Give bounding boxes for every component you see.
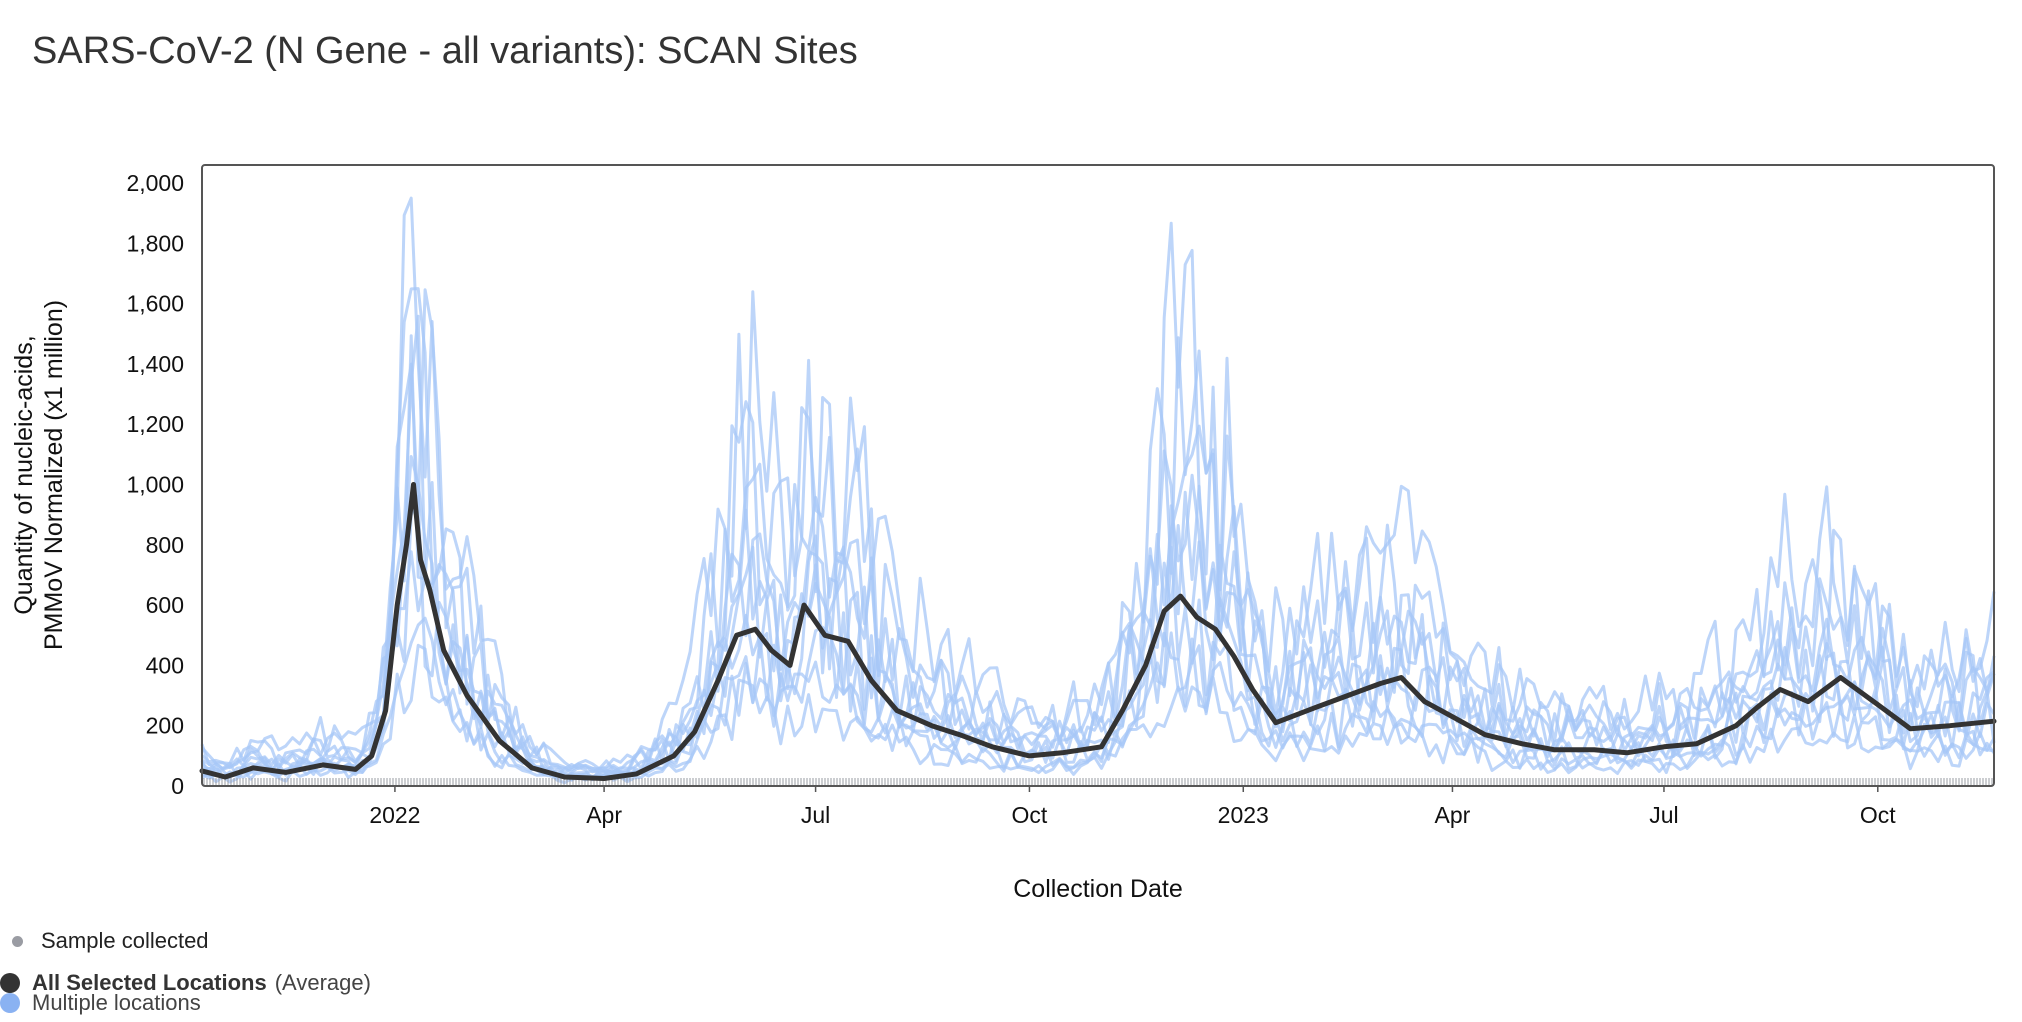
- legend-average-label: All Selected Locations: [32, 970, 267, 995]
- site-line: [200, 314, 1996, 778]
- multiple-dot-icon: [0, 993, 20, 1013]
- x-axis-title: Collection Date: [1013, 875, 1183, 903]
- x-tick-label: Jul: [1649, 802, 1678, 828]
- x-tick-label: Apr: [1435, 802, 1471, 828]
- average-dot-icon: [0, 973, 20, 993]
- y-axis: 0 200 400 600 800 1,000 1,200 1,400 1,600 1,800 2,…: [126, 170, 184, 799]
- x-tick-label: Oct: [1860, 802, 1896, 828]
- y-tick-label: 200: [146, 713, 184, 739]
- average-line-group: [199, 482, 1997, 781]
- site-line: [200, 196, 1996, 771]
- y-tick-label: 1,800: [126, 230, 184, 256]
- legend-item-multiple[interactable]: Multiple locations: [0, 990, 201, 1016]
- y-axis-title-line-2: PMMoV Normalized (x1 million): [40, 300, 68, 650]
- y-tick-label: 0: [171, 773, 184, 799]
- y-tick-label: 1,600: [126, 291, 184, 317]
- y-tick-label: 1,400: [126, 351, 184, 377]
- x-tick-label: 2022: [369, 802, 420, 828]
- sample-dot-icon: [12, 935, 23, 947]
- x-axis: 2022 Apr Jul Oct 2023 Apr Jul Oct: [369, 786, 1896, 828]
- x-tick-label: Jul: [801, 802, 830, 828]
- x-tick-label: Oct: [1012, 802, 1048, 828]
- legend-item-average[interactable]: All Selected Locations (Average): [0, 970, 371, 996]
- x-tick-label: Apr: [586, 802, 622, 828]
- x-tick-label: 2023: [1218, 802, 1269, 828]
- site-line: [200, 288, 1996, 775]
- y-tick-label: 800: [146, 532, 184, 558]
- chart-title: SARS-CoV-2 (N Gene - all variants): SCAN…: [32, 30, 858, 72]
- sample-markers: [203, 778, 1993, 786]
- y-tick-label: 1,200: [126, 411, 184, 437]
- average-line: [199, 482, 1997, 781]
- legend-item-sample[interactable]: Sample collected: [12, 928, 209, 954]
- legend-sample-label: Sample collected: [41, 928, 209, 953]
- legend-average-sub: (Average): [274, 970, 371, 995]
- y-tick-label: 600: [146, 592, 184, 618]
- legend-multiple-label: Multiple locations: [32, 990, 201, 1015]
- site-line: [202, 643, 1996, 784]
- y-tick-label: 400: [146, 652, 184, 678]
- site-lines-group: [200, 196, 1996, 785]
- y-tick-label: 2,000: [126, 170, 184, 196]
- sample-rug-marks: [203, 778, 1993, 786]
- y-tick-label: 1,000: [126, 472, 184, 498]
- y-axis-title-line-1: Quantity of nucleic-acids,: [10, 335, 38, 614]
- plot-frame: [201, 164, 1995, 787]
